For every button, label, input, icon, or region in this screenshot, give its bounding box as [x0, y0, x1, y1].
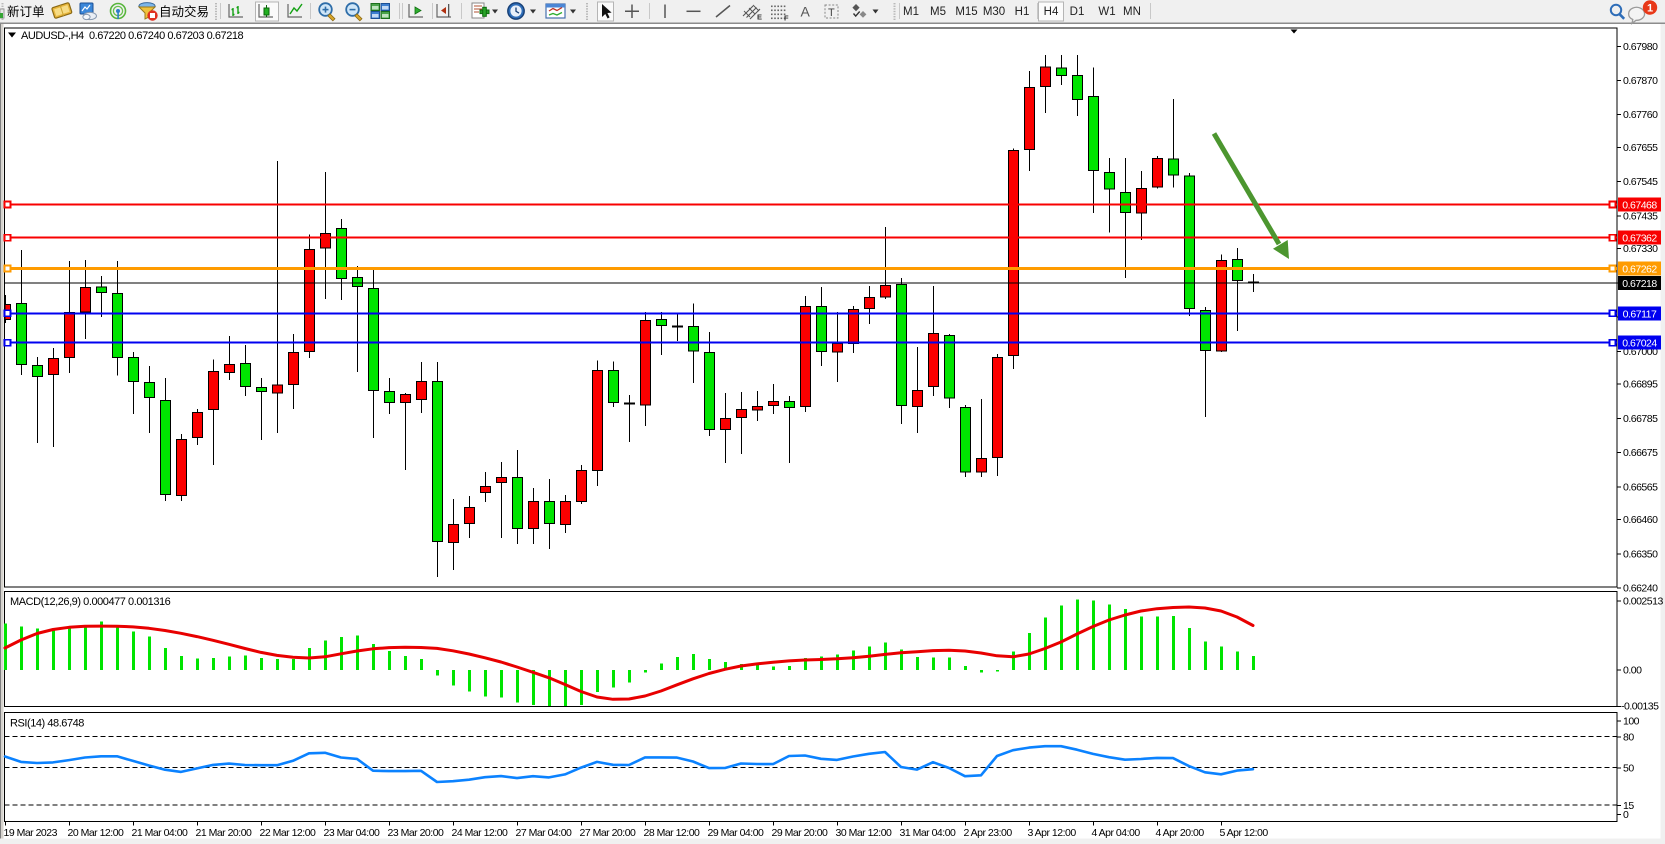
svg-text:0.66240: 0.66240: [1623, 583, 1658, 595]
svg-text:0.67362: 0.67362: [1622, 233, 1657, 245]
svg-text:0.66460: 0.66460: [1623, 514, 1658, 526]
svg-text:H4: H4: [1044, 6, 1059, 18]
svg-text:MN: MN: [1123, 6, 1141, 18]
svg-text:0.67870: 0.67870: [1623, 75, 1658, 87]
svg-text:4 Apr 20:00: 4 Apr 20:00: [1156, 827, 1205, 839]
svg-text:新订单: 新订单: [7, 4, 45, 19]
svg-text:H1: H1: [1015, 6, 1030, 18]
svg-text:0.67760: 0.67760: [1623, 109, 1658, 121]
svg-text:自动交易: 自动交易: [159, 4, 209, 19]
svg-text:0.67262: 0.67262: [1622, 264, 1657, 276]
svg-text:29 Mar 04:00: 29 Mar 04:00: [708, 827, 765, 839]
svg-text:0.002513: 0.002513: [1623, 596, 1663, 608]
svg-text:21 Mar 20:00: 21 Mar 20:00: [196, 827, 253, 839]
svg-text:0.67980: 0.67980: [1623, 41, 1658, 53]
svg-text:0.67655: 0.67655: [1623, 142, 1658, 154]
svg-text:D1: D1: [1070, 6, 1085, 18]
svg-text:0.67218: 0.67218: [1622, 278, 1657, 290]
svg-text:50: 50: [1623, 762, 1634, 774]
svg-text:W1: W1: [1098, 6, 1115, 18]
svg-text:T: T: [828, 7, 835, 19]
svg-text:0.67024: 0.67024: [1622, 338, 1657, 350]
svg-text:0.67545: 0.67545: [1623, 176, 1658, 188]
svg-text:0.66565: 0.66565: [1623, 481, 1658, 493]
svg-text:0: 0: [1623, 809, 1629, 821]
svg-text:M1: M1: [903, 6, 919, 18]
svg-text:0.66785: 0.66785: [1623, 413, 1658, 425]
svg-text:27 Mar 04:00: 27 Mar 04:00: [516, 827, 573, 839]
svg-text:1: 1: [1647, 3, 1653, 15]
svg-text:0.66675: 0.66675: [1623, 447, 1658, 459]
svg-text:M15: M15: [955, 6, 977, 18]
svg-text:F: F: [784, 14, 789, 23]
svg-text:21 Mar 04:00: 21 Mar 04:00: [132, 827, 189, 839]
svg-text:0.00: 0.00: [1623, 665, 1642, 677]
svg-text:20 Mar 12:00: 20 Mar 12:00: [68, 827, 125, 839]
svg-text:E: E: [757, 13, 762, 22]
svg-text:23 Mar 20:00: 23 Mar 20:00: [388, 827, 445, 839]
svg-text:M5: M5: [930, 6, 946, 18]
svg-text:AUDUSD-,H4 0.67220 0.67240 0.: AUDUSD-,H4 0.67220 0.67240 0.67203 0.672…: [21, 30, 244, 42]
svg-text:0.67117: 0.67117: [1623, 308, 1657, 320]
svg-text:29 Mar 20:00: 29 Mar 20:00: [772, 827, 829, 839]
svg-text:A: A: [801, 4, 811, 20]
svg-text:22 Mar 12:00: 22 Mar 12:00: [260, 827, 317, 839]
svg-text:0.67435: 0.67435: [1623, 210, 1658, 222]
svg-text:0.67468: 0.67468: [1622, 200, 1657, 212]
svg-text:23 Mar 04:00: 23 Mar 04:00: [324, 827, 381, 839]
svg-text:28 Mar 12:00: 28 Mar 12:00: [644, 827, 701, 839]
svg-text:100: 100: [1623, 716, 1640, 728]
svg-text:RSI(14) 48.6748: RSI(14) 48.6748: [10, 718, 84, 730]
svg-text:M30: M30: [983, 6, 1005, 18]
svg-text:0.66895: 0.66895: [1623, 379, 1658, 391]
svg-text:MACD(12,26,9) 0.000477 0.00131: MACD(12,26,9) 0.000477 0.001316: [10, 596, 171, 608]
svg-text:0.67330: 0.67330: [1623, 243, 1658, 255]
svg-text:27 Mar 20:00: 27 Mar 20:00: [580, 827, 637, 839]
svg-text:0.66350: 0.66350: [1623, 548, 1658, 560]
svg-text:80: 80: [1623, 731, 1634, 743]
svg-text:30 Mar 12:00: 30 Mar 12:00: [836, 827, 893, 839]
svg-text:31 Mar 04:00: 31 Mar 04:00: [900, 827, 957, 839]
svg-text:3 Apr 12:00: 3 Apr 12:00: [1028, 827, 1077, 839]
svg-text:19 Mar 2023: 19 Mar 2023: [4, 827, 58, 839]
svg-text:24 Mar 12:00: 24 Mar 12:00: [452, 827, 509, 839]
svg-text:2 Apr 23:00: 2 Apr 23:00: [964, 827, 1013, 839]
svg-text:5 Apr 12:00: 5 Apr 12:00: [1220, 827, 1269, 839]
svg-text:15: 15: [1623, 800, 1634, 812]
svg-text:4 Apr 04:00: 4 Apr 04:00: [1092, 827, 1141, 839]
svg-text:-0.00135: -0.00135: [1621, 701, 1659, 713]
